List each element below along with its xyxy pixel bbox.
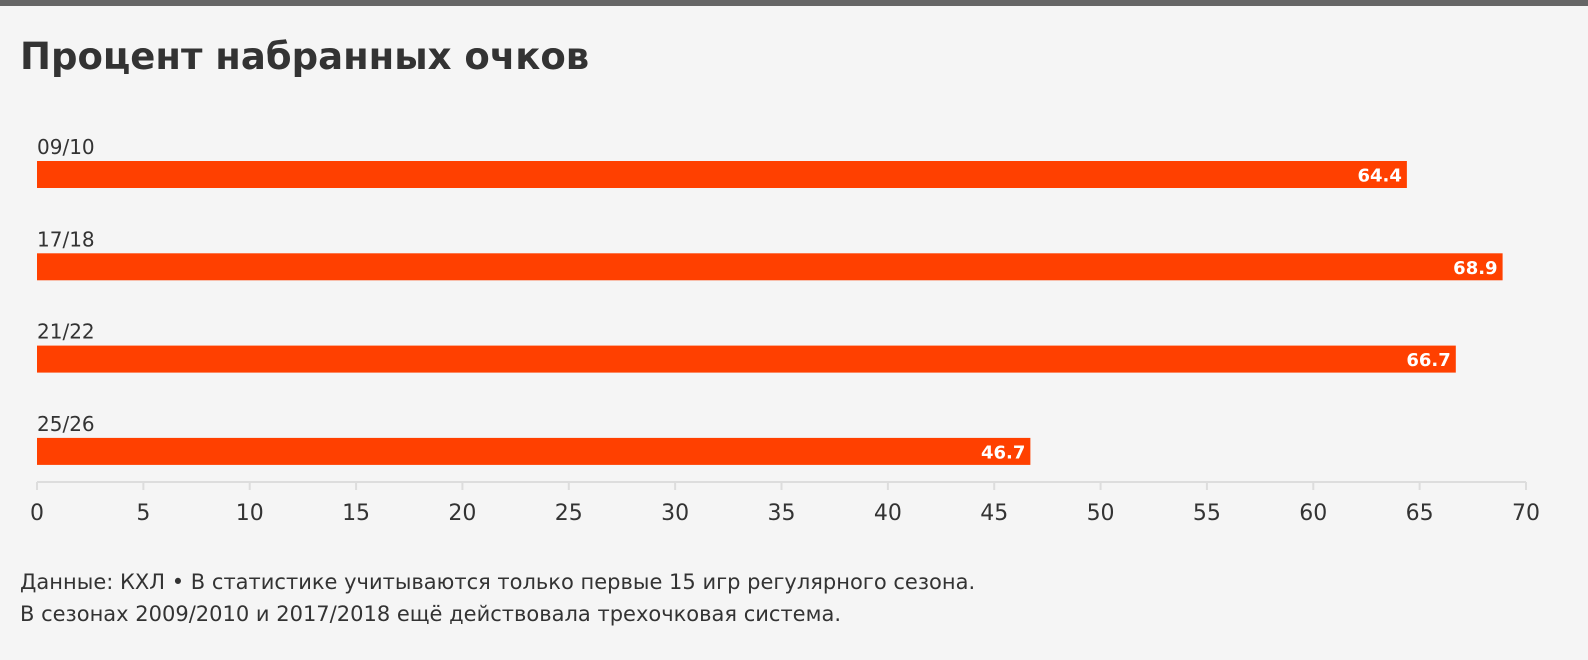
x-axis: 0 5 10 15 20 25 30 35 40 45 50 55 60 65 70 (30, 481, 1540, 526)
category-label: 25/26 (37, 412, 95, 436)
bar-value-label: 68.9 (1453, 258, 1497, 279)
x-tick-label: 70 (1512, 501, 1540, 526)
chart-title: Процент набранных очков (20, 35, 590, 78)
category-label: 17/18 (37, 227, 95, 251)
x-tick-label: 15 (342, 501, 370, 526)
bar (37, 253, 1503, 281)
footnote-line-1: Данные: КХЛ • В статистике учитываются т… (20, 570, 976, 594)
bar-value-label: 64.4 (1357, 166, 1401, 187)
x-tick-label: 60 (1299, 501, 1327, 526)
x-tick-label: 30 (661, 501, 689, 526)
x-tick-label: 0 (30, 501, 44, 526)
footnote-line-2: В сезонах 2009/2010 и 2017/2018 ещё дейс… (20, 602, 841, 626)
x-tick-label: 35 (768, 501, 796, 526)
x-tick-label: 10 (236, 501, 264, 526)
bar (37, 161, 1407, 188)
x-tick-label: 50 (1087, 501, 1115, 526)
x-tick-label: 65 (1406, 501, 1434, 526)
category-label: 09/10 (37, 135, 95, 159)
bar-value-label: 66.7 (1406, 350, 1450, 371)
top-rule (0, 0, 1588, 6)
x-tick-label: 55 (1193, 501, 1221, 526)
x-tick-label: 5 (136, 501, 150, 526)
bar (37, 345, 1456, 373)
category-label: 21/22 (37, 320, 95, 344)
x-tick-label: 45 (980, 501, 1008, 526)
bar-value-label: 46.7 (981, 442, 1025, 463)
footnote: Данные: КХЛ • В статистике учитываются т… (20, 566, 975, 630)
x-tick-label: 25 (555, 501, 583, 526)
x-tick-label: 20 (448, 501, 476, 526)
x-tick-label: 40 (874, 501, 902, 526)
bar-chart: 09/10 64.4 17/18 68.9 21/22 66.7 25/26 46.7 0 5 1… (30, 135, 1540, 526)
bars-layer: 09/10 64.4 17/18 68.9 21/22 66.7 25/26 46.7 (37, 135, 1503, 465)
bar (37, 437, 1031, 465)
